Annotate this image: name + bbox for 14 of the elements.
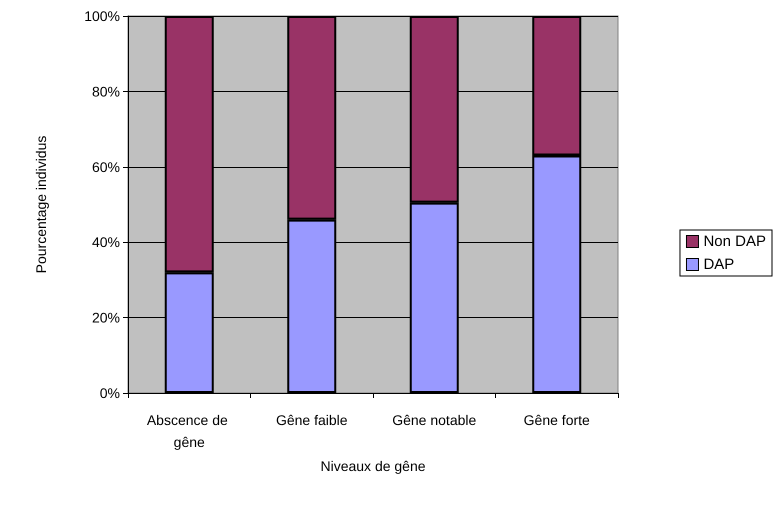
y-tick-label: 60% (92, 158, 120, 175)
y-tick-label: 100% (84, 8, 120, 24)
y-axis-title: Pourcentage individus (33, 136, 49, 274)
x-tick-label: Gêne faible (276, 412, 348, 428)
legend-label: DAP (703, 256, 734, 273)
legend-label: Non DAP (703, 233, 766, 250)
y-tick-label: 20% (92, 310, 120, 326)
x-axis-title: Niveaux de gêne (320, 458, 426, 474)
y-tick-label: 0% (100, 385, 120, 401)
x-tick-label: Gêne notable (392, 412, 476, 428)
x-tick-label: Gêne forte (524, 412, 590, 428)
y-tick-label: 40% (92, 234, 120, 250)
x-tick-label: Abscence de gêne (146, 412, 232, 450)
y-tick-label: 80% (92, 83, 120, 100)
